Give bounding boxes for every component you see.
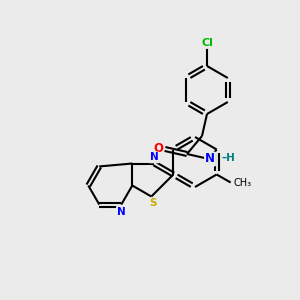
Text: N: N [150, 152, 159, 163]
Text: –H: –H [221, 153, 235, 163]
Text: O: O [153, 142, 163, 155]
Text: N: N [117, 207, 126, 217]
Text: N: N [205, 152, 215, 166]
Text: CH₃: CH₃ [234, 178, 252, 188]
Text: Cl: Cl [201, 38, 213, 48]
Text: S: S [150, 199, 157, 208]
